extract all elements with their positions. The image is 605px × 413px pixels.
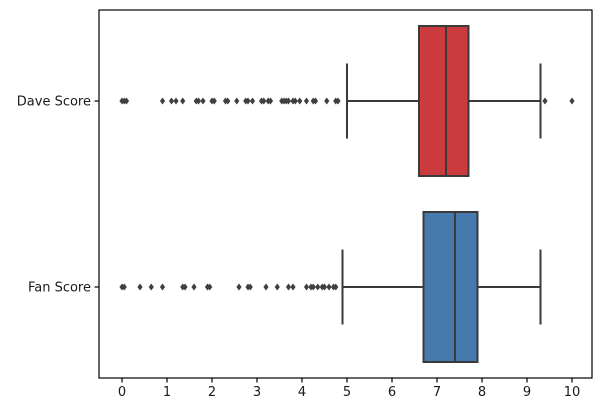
outlier-point-fan-score — [159, 283, 166, 291]
x-tick-label: 7 — [433, 385, 441, 400]
outlier-point-fan-score — [326, 283, 332, 291]
box-fan-score — [422, 211, 479, 363]
x-tick-label: 6 — [388, 385, 396, 400]
outlier-point-dave-score — [261, 97, 267, 105]
outlier-point-dave-score — [297, 97, 303, 105]
outlier-point-dave-score — [249, 97, 256, 105]
outlier-point-fan-score — [303, 283, 310, 291]
outlier-point-fan-score — [137, 283, 143, 291]
outlier-point-dave-score — [285, 97, 292, 105]
outlier-point-dave-score — [245, 97, 251, 105]
x-tick-label: 8 — [478, 385, 486, 400]
outlier-point-fan-score — [121, 283, 127, 291]
y-tick-label-dave-score: Dave Score — [17, 95, 91, 110]
x-tick-label: 2 — [208, 385, 216, 400]
outlier-point-dave-score — [569, 97, 575, 105]
outlier-point-fan-score — [315, 283, 321, 291]
outlier-point-fan-score — [263, 283, 269, 291]
x-tick-label: 4 — [298, 385, 306, 400]
x-tick-label: 0 — [118, 385, 126, 400]
outlier-point-dave-score — [312, 97, 319, 105]
outlier-point-fan-score — [321, 283, 328, 291]
outlier-point-dave-score — [180, 97, 186, 105]
outlier-point-dave-score — [542, 97, 548, 105]
box-dave-score — [418, 25, 470, 177]
x-tick-label: 10 — [564, 385, 581, 400]
x-tick-label: 3 — [253, 385, 261, 400]
outlier-point-fan-score — [333, 283, 339, 291]
outlier-point-dave-score — [195, 97, 202, 105]
outlier-point-fan-score — [207, 283, 213, 291]
plot-area — [98, 9, 593, 379]
x-tick-label: 5 — [343, 385, 351, 400]
outlier-point-dave-score — [303, 97, 310, 105]
outlier-point-fan-score — [290, 283, 296, 291]
outlier-point-dave-score — [267, 97, 274, 105]
x-tick-label: 1 — [163, 385, 171, 400]
outlier-point-dave-score — [335, 97, 341, 105]
y-tick-label-fan-score: Fan Score — [28, 281, 91, 296]
outlier-point-dave-score — [292, 97, 298, 105]
outlier-point-fan-score — [310, 283, 316, 291]
outlier-point-fan-score — [236, 283, 242, 291]
outlier-point-dave-score — [324, 97, 330, 105]
outlier-point-fan-score — [148, 283, 154, 291]
outlier-point-fan-score — [274, 283, 280, 291]
outlier-point-dave-score — [123, 97, 130, 105]
outlier-point-dave-score — [234, 97, 240, 105]
outlier-point-dave-score — [225, 97, 231, 105]
outlier-point-dave-score — [168, 97, 175, 105]
outlier-point-fan-score — [247, 283, 253, 291]
x-tick-label: 9 — [523, 385, 531, 400]
outlier-point-fan-score — [182, 283, 188, 291]
outlier-point-dave-score — [173, 97, 179, 105]
outlier-point-dave-score — [211, 97, 217, 105]
outlier-point-dave-score — [159, 97, 166, 105]
outlier-point-fan-score — [191, 283, 197, 291]
outlier-point-dave-score — [200, 97, 206, 105]
outlier-point-fan-score — [285, 283, 292, 291]
